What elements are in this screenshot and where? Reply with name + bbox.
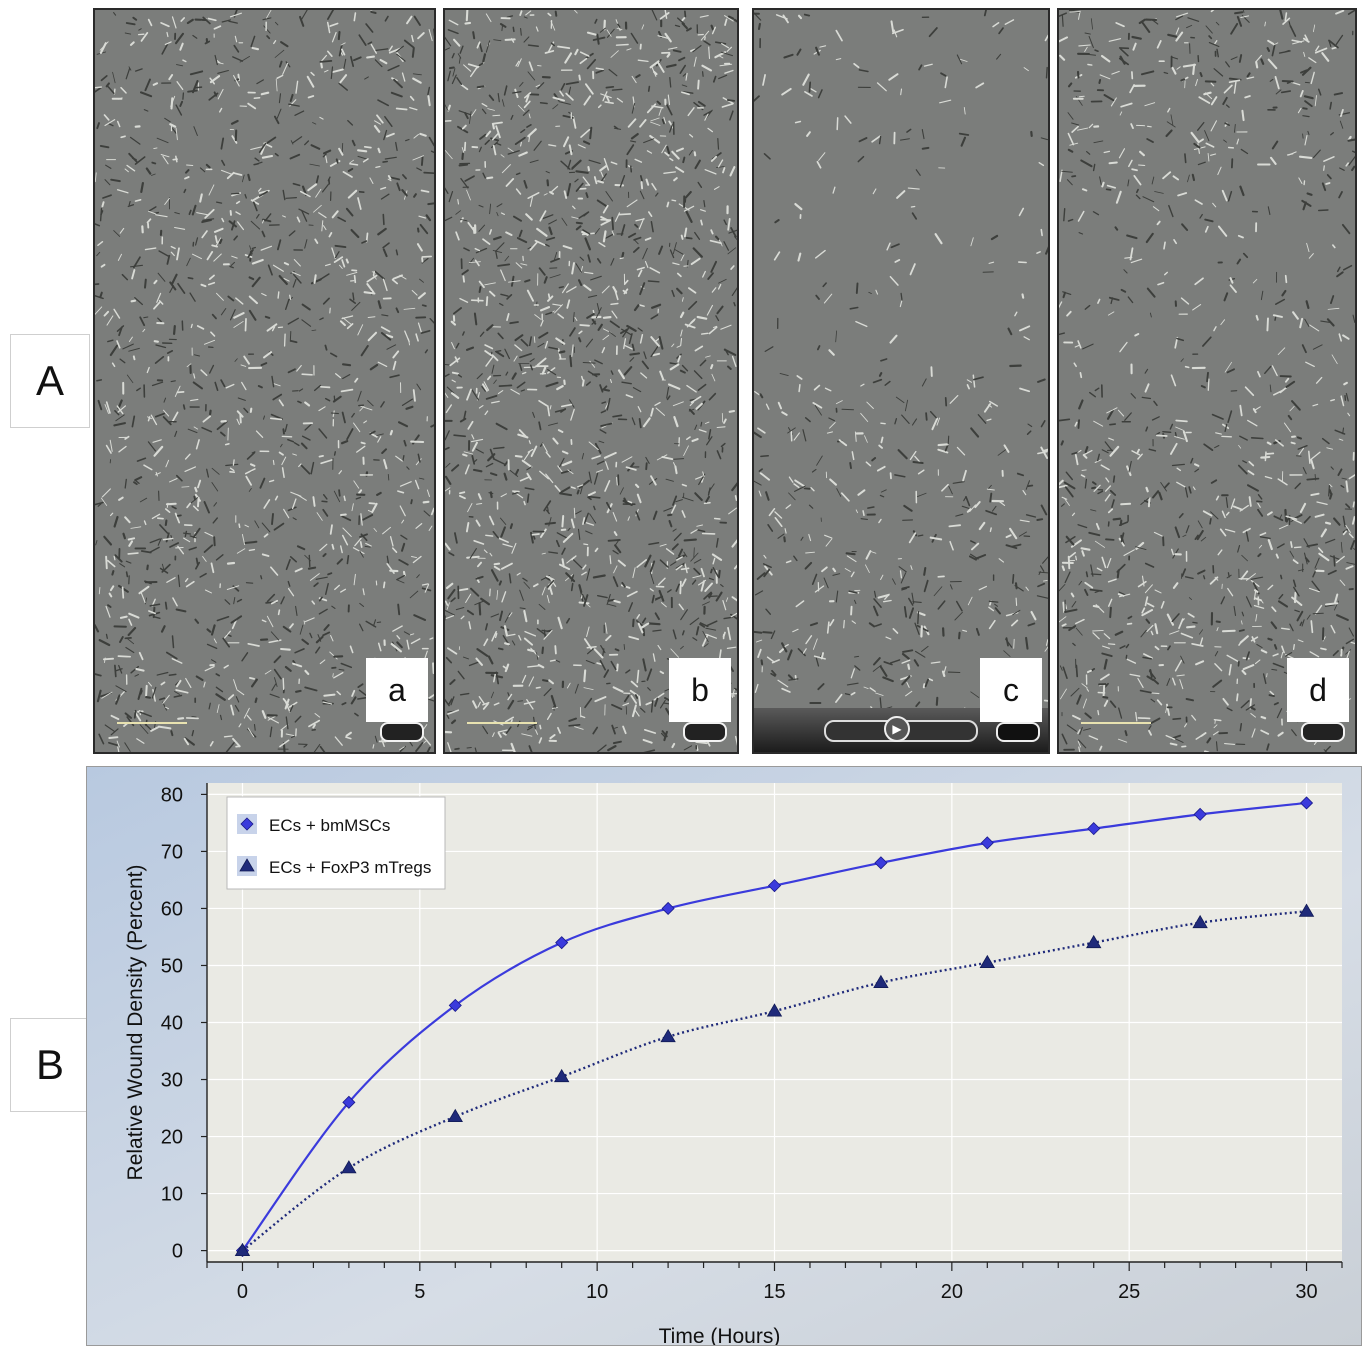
y-tick-label: 30 (161, 1070, 183, 1092)
micrograph-b: b (443, 8, 739, 754)
scale-bar (117, 722, 187, 724)
y-tick-label: 60 (161, 898, 183, 920)
magnification-badge (1301, 722, 1345, 742)
micrograph-letter-a: a (366, 658, 428, 722)
micrograph-d: d (1057, 8, 1357, 754)
data-point (1298, 903, 1315, 917)
micrograph-letter-d: d (1287, 658, 1349, 722)
data-point (447, 1108, 463, 1122)
cell-texture (95, 10, 434, 752)
x-tick-label: 30 (1295, 1281, 1317, 1303)
panel-label-b: B (10, 1018, 90, 1112)
x-tick-label: 0 (237, 1281, 248, 1303)
series-line (241, 801, 1307, 1252)
legend-box (226, 796, 446, 890)
chart-legend: ECs + bmMSCs ECs + FoxP3 mTregs (226, 796, 446, 890)
y-tick-label: 70 (161, 841, 183, 863)
micrograph-letter-b: b (669, 658, 731, 722)
micrograph-letter-c: c (980, 658, 1042, 722)
data-point (766, 1003, 783, 1017)
data-point (660, 1028, 676, 1043)
data-point (342, 1095, 356, 1109)
x-axis-label: Time (Hours) (659, 1325, 781, 1345)
data-point (555, 936, 569, 950)
time-badge (996, 722, 1040, 742)
y-tick-label: 20 (161, 1127, 183, 1149)
data-point (873, 974, 889, 988)
data-point (234, 1242, 251, 1256)
data-point (979, 954, 996, 969)
data-point (767, 879, 782, 893)
y-tick-label: 0 (172, 1241, 183, 1263)
x-tick-label: 5 (414, 1281, 425, 1303)
wound-density-chart: 0 5 10 15 20 25 30 0 10 20 30 40 50 60 70 80 Time (Hou… (86, 766, 1362, 1346)
y-axis-ticks: 0 10 20 30 40 50 60 70 80 (161, 784, 207, 1263)
play-icon[interactable]: ▶ (884, 716, 910, 742)
series-2 (234, 903, 1315, 1256)
x-tick-label: 25 (1118, 1281, 1140, 1303)
micrograph-a: a (93, 8, 436, 754)
x-tick-label: 20 (941, 1281, 963, 1303)
y-tick-label: 40 (161, 1013, 183, 1035)
data-point (1192, 914, 1208, 929)
scale-bar (467, 722, 537, 724)
legend-label: ECs + bmMSCs (269, 816, 390, 835)
cell-texture (754, 10, 1048, 752)
magnification-badge (683, 722, 727, 742)
y-tick-label: 10 (161, 1184, 183, 1206)
legend-label: ECs + FoxP3 mTregs (269, 858, 431, 877)
data-point (341, 1160, 357, 1174)
data-point (1087, 822, 1101, 836)
scale-bar (1081, 722, 1151, 724)
series-layer (234, 796, 1315, 1258)
x-tick-label: 15 (763, 1281, 785, 1303)
data-point (874, 856, 888, 870)
magnification-badge (380, 722, 424, 742)
series-1 (235, 796, 1314, 1258)
panel-label-a: A (10, 334, 90, 428)
cell-texture (1059, 10, 1355, 752)
chart-svg: 0 5 10 15 20 25 30 0 10 20 30 40 50 60 70 80 Time (Hou… (87, 767, 1361, 1345)
y-tick-label: 80 (161, 784, 183, 806)
data-point (661, 901, 675, 916)
x-tick-label: 10 (586, 1281, 608, 1303)
data-point (980, 836, 994, 850)
data-point (1086, 934, 1102, 949)
data-point (1299, 796, 1314, 810)
y-tick-label: 50 (161, 955, 183, 977)
cell-texture (445, 10, 737, 752)
x-axis-ticks: 0 5 10 15 20 25 30 (206, 1262, 1343, 1303)
legend-marker (239, 858, 255, 872)
data-point (1193, 807, 1207, 821)
data-point (448, 998, 462, 1012)
y-axis-label: Relative Wound Density (Percent) (124, 865, 147, 1181)
legend-marker (240, 817, 254, 831)
data-point (553, 1068, 570, 1083)
micrograph-c: ▶ c (752, 8, 1050, 754)
